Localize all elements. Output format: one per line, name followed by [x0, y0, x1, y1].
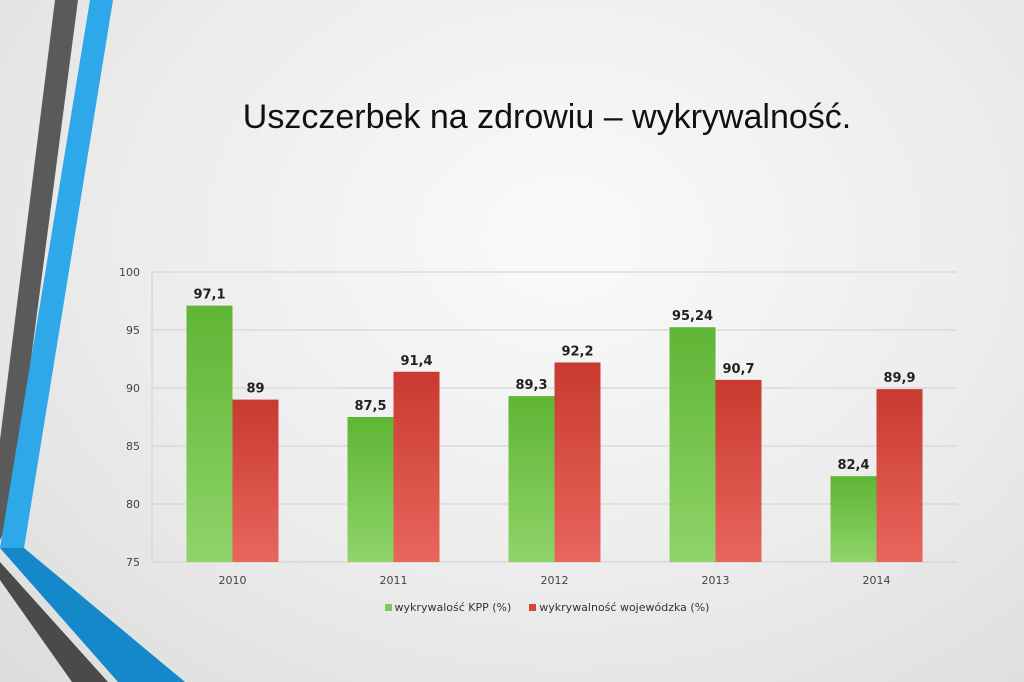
bar-kpp — [669, 327, 716, 562]
legend-label: wykrywalność wojewódzka (%) — [539, 601, 710, 614]
data-label: 92,2 — [561, 344, 593, 359]
data-label: 95,24 — [672, 309, 713, 324]
data-label: 87,5 — [354, 399, 386, 414]
bar-kpp — [508, 396, 555, 562]
legend-swatch-green — [384, 604, 392, 611]
y-tick-label: 90 — [126, 382, 140, 395]
y-tick-label: 80 — [126, 498, 140, 511]
slide-title: Uszczerbek na zdrowiu – wykrywalność. — [242, 98, 852, 136]
y-tick-label: 75 — [126, 556, 140, 569]
legend-item-wojewodzka: wykrywalność wojewódzka (%) — [529, 601, 709, 614]
x-tick-label: 2013 — [702, 574, 730, 587]
legend-label: wykrywalość KPP (%) — [394, 601, 512, 614]
legend-item-kpp: wykrywalość KPP (%) — [384, 601, 512, 614]
data-label: 89,3 — [515, 378, 547, 393]
data-label: 97,1 — [193, 288, 225, 303]
bar-wojewodzka — [393, 371, 440, 562]
bar-wojewodzka — [715, 379, 762, 562]
bar-kpp — [347, 417, 394, 562]
data-label: 82,4 — [837, 458, 869, 473]
bar-kpp — [830, 476, 877, 562]
bar-wojewodzka — [554, 362, 601, 562]
bar-wojewodzka — [876, 389, 923, 562]
data-label: 91,4 — [400, 354, 432, 369]
data-label: 89 — [246, 382, 264, 397]
legend-swatch-red — [529, 604, 537, 611]
legend: wykrywalość KPP (%) wykrywalność wojewód… — [0, 601, 1024, 614]
x-tick-label: 2014 — [863, 574, 891, 587]
bar-wojewodzka — [232, 399, 279, 562]
x-tick-label: 2012 — [541, 574, 569, 587]
y-tick-label: 100 — [119, 266, 140, 279]
x-tick-label: 2011 — [380, 574, 408, 587]
data-label: 89,9 — [883, 371, 915, 386]
x-tick-label: 2010 — [219, 574, 247, 587]
y-tick-label: 85 — [126, 440, 140, 453]
y-tick-label: 95 — [126, 324, 140, 337]
data-label: 90,7 — [722, 362, 754, 377]
bar-kpp — [186, 305, 233, 562]
